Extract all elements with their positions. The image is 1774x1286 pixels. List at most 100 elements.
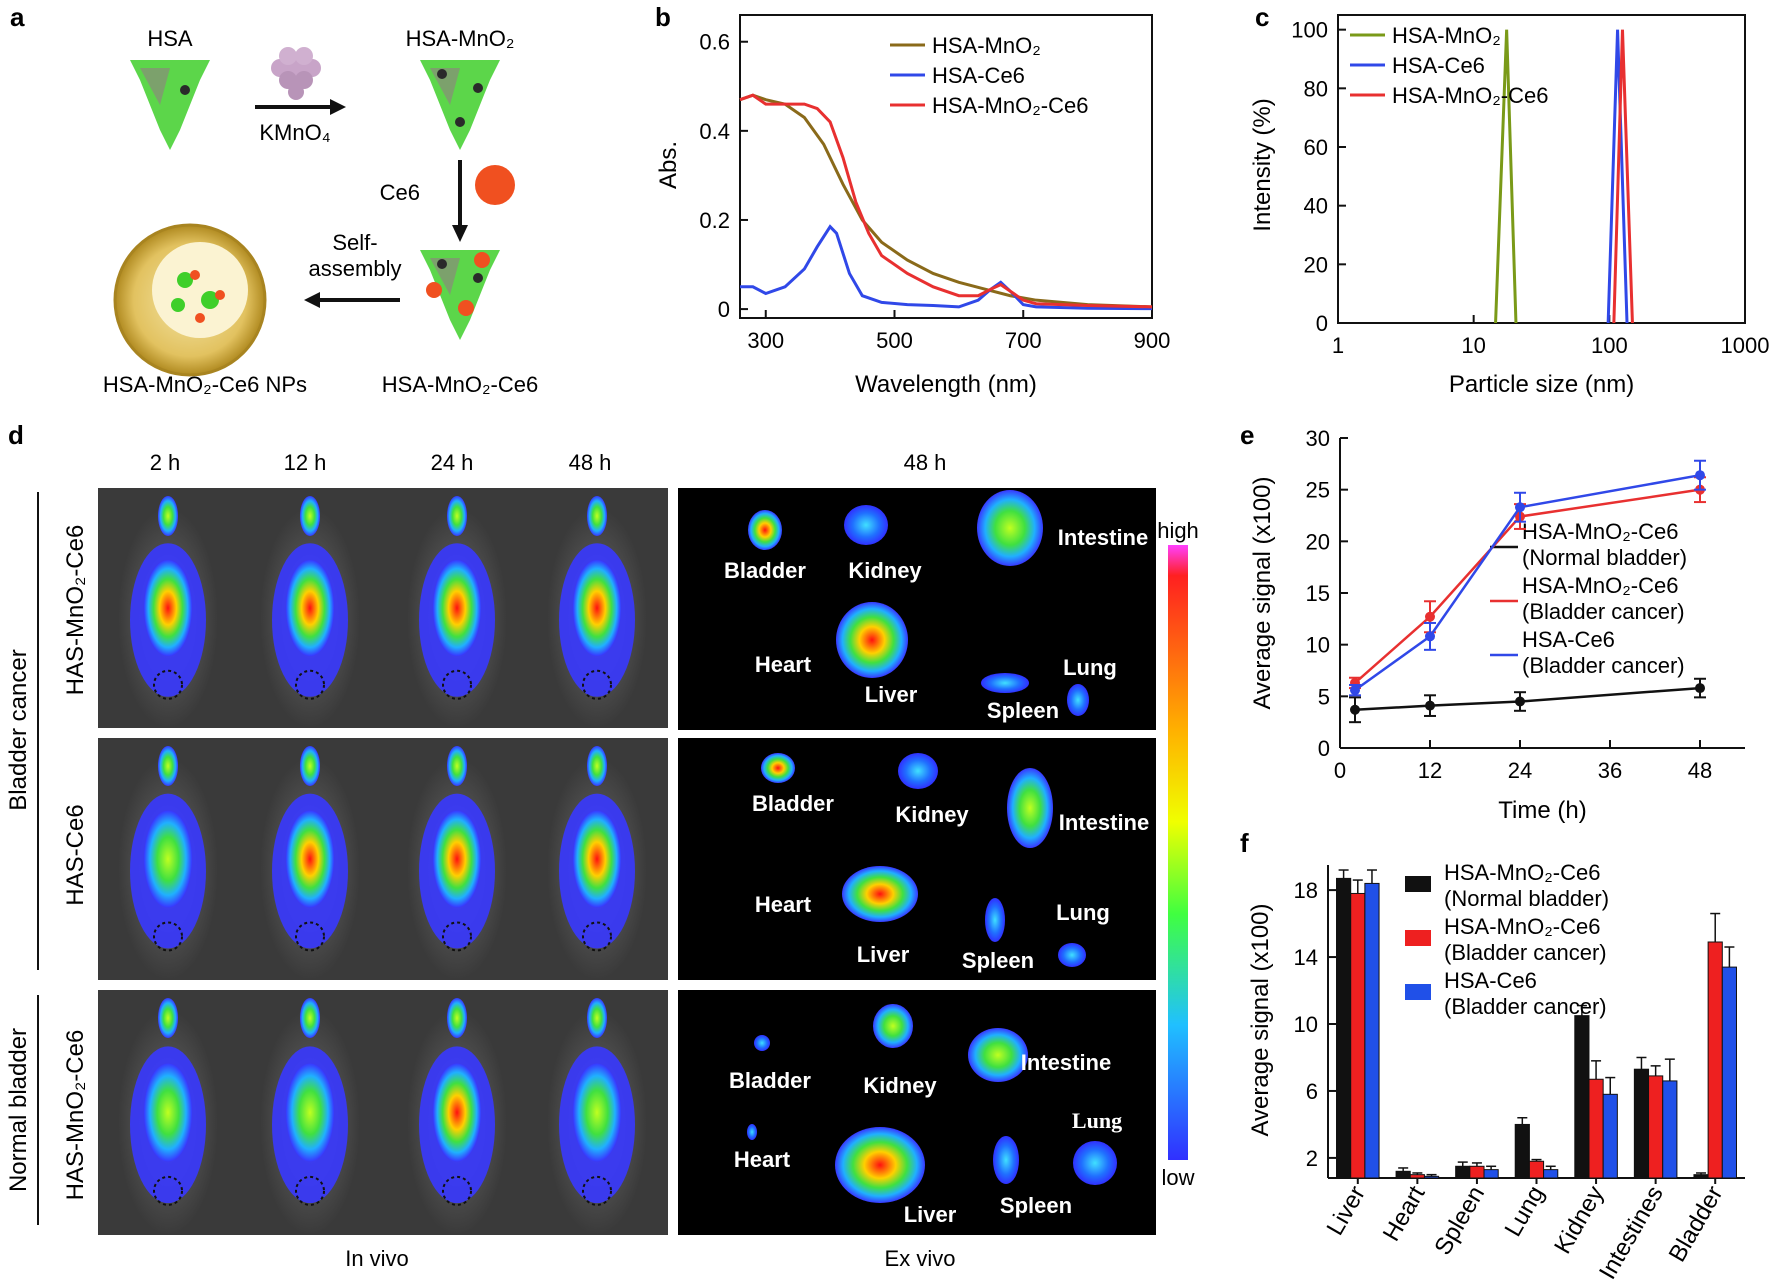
label-assembly: assembly — [309, 256, 402, 281]
y-tick-label: 40 — [1304, 194, 1328, 219]
y-tick-label: 14 — [1294, 945, 1318, 970]
bar — [1707, 941, 1723, 1179]
x-tick-label: 100 — [1591, 333, 1628, 358]
bar — [1409, 1174, 1425, 1179]
protein-mno2-ce6-icon — [420, 250, 500, 340]
series-line — [1354, 488, 1701, 684]
x-tick-label: 0 — [1334, 758, 1346, 783]
legend-label: HSA-MnO₂-Ce6 — [1444, 914, 1600, 939]
data-point — [1695, 470, 1705, 481]
bar — [1469, 1165, 1485, 1179]
organ-signal — [898, 753, 938, 789]
head-signal — [587, 496, 607, 536]
organ-signal — [761, 753, 795, 783]
bar — [1364, 882, 1380, 1179]
organ-signal — [993, 1136, 1019, 1184]
panel-e: e 0 12 24 36 48 0 5 10 15 20 25 30 Time (h) Average s… — [1240, 420, 1745, 824]
time-label-exvivo: 48 h — [904, 450, 947, 475]
category-label: Lung — [1500, 1182, 1550, 1242]
y-tick-label: 18 — [1294, 878, 1318, 903]
head-signal — [158, 746, 178, 786]
chart-signal-time: 0 12 24 36 48 0 5 10 15 20 25 30 Time (h) Average sig… — [1249, 426, 1745, 824]
in-vivo-images — [98, 488, 668, 1235]
group-label-normal-bladder: Normal bladder — [5, 1028, 32, 1192]
x-tick-label: 900 — [1134, 328, 1171, 353]
legend-label: (Bladder cancer) — [1444, 940, 1607, 965]
x-tick-label: 700 — [1005, 328, 1042, 353]
legend-label: HSA-Ce6 — [1522, 627, 1615, 652]
organ-label: Lung — [1072, 1108, 1122, 1133]
scale-high-label: high — [1157, 518, 1199, 543]
y-tick-label: 6 — [1306, 1079, 1318, 1104]
y-tick-label: 5 — [1318, 684, 1330, 709]
arrow-head — [452, 225, 468, 242]
legend-label: (Normal bladder) — [1444, 886, 1609, 911]
body-signal-core — [286, 1063, 334, 1162]
mn-cluster-icon — [271, 47, 321, 100]
legend-swatch — [1405, 984, 1431, 1000]
panel-letter: d — [8, 420, 24, 450]
x-tick-label: 1000 — [1721, 333, 1770, 358]
bar — [1693, 1174, 1709, 1179]
body-signal-core — [573, 560, 621, 656]
bladder-circle — [582, 1175, 612, 1206]
head-signal — [447, 746, 467, 786]
data-point — [1515, 696, 1525, 707]
y-tick-label: 100 — [1291, 18, 1328, 43]
y-tick-label: 20 — [1304, 252, 1328, 277]
legend-label: HSA-Ce6 — [1444, 968, 1537, 993]
body-signal-core — [433, 560, 481, 656]
bar — [1455, 1165, 1471, 1179]
organ-signal — [748, 510, 782, 550]
arrow-head — [304, 292, 320, 308]
organ-signal — [747, 1124, 757, 1140]
y-tick-label: 80 — [1304, 76, 1328, 101]
organ-label: Spleen — [987, 698, 1059, 723]
time-label: 48 h — [569, 450, 612, 475]
bladder-circle — [442, 669, 472, 700]
head-signal — [158, 496, 178, 536]
legend-label: HSA-MnO₂-Ce6 — [1444, 860, 1600, 885]
organ-label: Spleen — [1000, 1193, 1072, 1218]
head-signal — [300, 496, 320, 536]
organ-signal — [1007, 768, 1053, 848]
organ-signal — [754, 1035, 770, 1051]
y-axis-title: Intensity (%) — [1249, 98, 1276, 231]
series-line — [1606, 29, 1629, 324]
bar — [1588, 1078, 1604, 1179]
organ-signal — [836, 602, 908, 678]
row-label: HAS-MnO₂-Ce6 — [62, 525, 89, 696]
legend-label: HSA-Ce6 — [1392, 53, 1485, 78]
legend-swatch — [1405, 876, 1431, 892]
category-label: Liver — [1322, 1182, 1371, 1241]
label-kmno4: KMnO₄ — [259, 120, 330, 145]
legend-label: (Normal bladder) — [1522, 545, 1687, 570]
label-hsa: HSA — [147, 26, 193, 51]
bar — [1350, 892, 1366, 1179]
scale-low-label: low — [1161, 1165, 1194, 1190]
legend-label: (Bladder cancer) — [1522, 599, 1685, 624]
organ-signal — [844, 505, 888, 545]
head-signal — [447, 496, 467, 536]
bar — [1543, 1169, 1559, 1179]
time-label: 24 h — [431, 450, 474, 475]
panel-f: f 2 6 10 14 18 Average signal (x100) Liver Hear… — [1240, 828, 1745, 1284]
x-tick-label: 1 — [1332, 333, 1344, 358]
bar — [1602, 1093, 1618, 1179]
label-self: Self- — [332, 230, 377, 255]
organ-signal — [1067, 684, 1089, 716]
organ-label: Liver — [865, 682, 918, 707]
body-signal-core — [286, 560, 334, 656]
protein-mno2-icon — [420, 60, 500, 150]
label-hsa-mno2-ce6: HSA-MnO₂-Ce6 — [382, 372, 538, 397]
ce6-molecule-icon — [475, 165, 515, 205]
bar — [1648, 1075, 1664, 1179]
nanoparticle-icon — [113, 223, 267, 377]
bar — [1633, 1068, 1650, 1179]
organ-signal — [835, 1127, 925, 1203]
ex-vivo-images: Bladder Kidney Intestine Heart Liver Spl… — [678, 488, 1156, 1235]
organ-label: Intestine — [1021, 1050, 1111, 1075]
organ-signal — [873, 1004, 913, 1048]
legend-label: (Bladder cancer) — [1444, 994, 1607, 1019]
head-signal — [300, 746, 320, 786]
